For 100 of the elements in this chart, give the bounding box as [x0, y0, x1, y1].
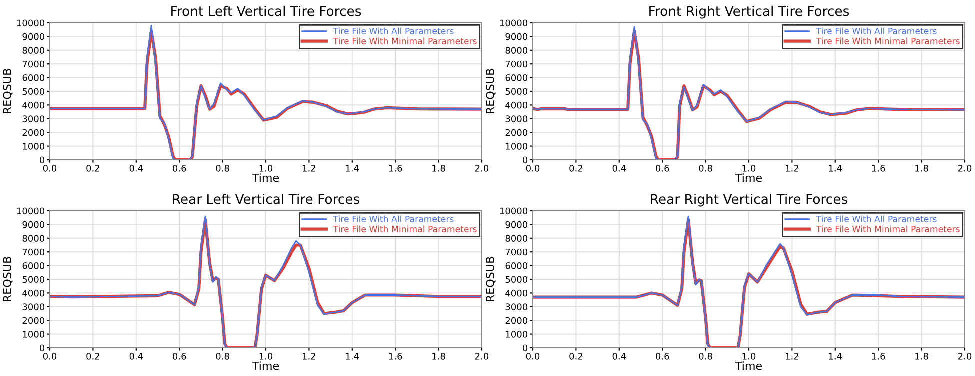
y-tick-label: 3000 [22, 116, 45, 122]
chart-title: Rear Right Vertical Tire Forces [651, 194, 848, 207]
y-tick-label: 0 [40, 344, 45, 352]
x-tick-label: 0.6 [173, 165, 186, 172]
legend-label: Tire File With All Parameters [816, 28, 937, 34]
x-axis-title: Time [735, 174, 762, 182]
x-tick-label: 1.2 [786, 353, 798, 360]
y-tick-label: 3000 [506, 304, 528, 310]
x-tick-label: 0.4 [130, 353, 144, 360]
y-tick-label: 3000 [506, 116, 528, 122]
y-tick-label: 9000 [506, 33, 528, 40]
x-tick-label: 2.0 [958, 353, 972, 360]
x-tick-label: 1.2 [303, 165, 316, 172]
x-tick-label: 0.4 [612, 165, 626, 172]
y-axis-title: REQSUB [3, 257, 13, 302]
x-tick-label: 1.0 [260, 165, 273, 172]
x-tick-label: 0.0 [43, 165, 57, 172]
y-tick-label: 9000 [22, 33, 45, 40]
x-tick-label: 0.8 [699, 353, 712, 360]
x-tick-label: 1.0 [742, 165, 756, 172]
y-tick-label: 4000 [506, 290, 528, 297]
x-tick-label: 1.6 [872, 353, 886, 360]
x-tick-label: 0.8 [699, 165, 712, 172]
y-tick-label: 0 [40, 156, 45, 164]
legend-label: Tire File With Minimal Parameters [333, 226, 477, 232]
y-tick-label: 5000 [506, 276, 528, 284]
y-tick-label: 5000 [22, 276, 45, 284]
chart-title: Front Left Vertical Tire Forces [172, 6, 362, 16]
x-tick-label: 1.0 [260, 353, 273, 360]
x-tick-label: 1.6 [389, 165, 402, 172]
x-tick-label: 1.4 [346, 353, 360, 360]
legend-label: Tire File With Minimal Parameters [816, 226, 960, 232]
y-tick-label: 4000 [22, 290, 45, 297]
y-tick-label: 8000 [22, 47, 45, 54]
x-tick-label: 1.2 [303, 353, 316, 360]
y-tick-label: 4000 [22, 102, 45, 109]
x-axis-title: Time [735, 362, 762, 370]
x-tick-label: 1.6 [872, 165, 886, 172]
y-tick-label: 1000 [506, 331, 528, 338]
y-tick-label: 6000 [22, 74, 45, 82]
x-tick-label: 0.8 [216, 165, 230, 172]
x-tick-label: 0.2 [86, 353, 100, 360]
x-tick-label: 1.8 [432, 165, 446, 172]
x-tick-label: 0.2 [570, 165, 582, 172]
legend-label: Tire File With All Parameters [333, 216, 454, 222]
chart-title: Front Right Vertical Tire Forces [650, 6, 850, 19]
x-tick-label: 0.0 [43, 353, 57, 360]
y-tick-label: 0 [522, 156, 528, 164]
y-tick-label: 1000 [23, 143, 45, 150]
x-tick-label: 1.4 [346, 165, 360, 172]
x-tick-label: 1.0 [742, 353, 756, 360]
x-tick-label: 2.0 [475, 353, 489, 360]
y-tick-label: 0 [522, 344, 528, 352]
y-tick-label: 1000 [23, 331, 45, 338]
y-tick-label: 6000 [22, 262, 45, 270]
y-tick-label: 9000 [22, 221, 45, 228]
legend-label: Tire File With All Parameters [816, 216, 937, 222]
x-tick-label: 2.0 [475, 165, 489, 172]
y-tick-label: 2000 [506, 129, 528, 136]
x-tick-label: 1.8 [916, 165, 928, 172]
y-axis-title: REQSUB [486, 69, 496, 114]
y-tick-label: 8000 [506, 235, 528, 242]
x-tick-label: 0.4 [612, 353, 626, 360]
x-tick-label: 0.6 [656, 165, 670, 172]
x-tick-label: 0.4 [130, 165, 144, 172]
y-tick-label: 10000 [500, 20, 528, 27]
y-tick-label: 7000 [22, 60, 45, 68]
x-tick-label: 1.6 [389, 353, 402, 360]
y-tick-label: 8000 [506, 47, 528, 54]
x-tick-label: 1.2 [786, 165, 798, 172]
x-tick-label: 0.2 [570, 353, 582, 360]
legend-label: Tire File With Minimal Parameters [816, 38, 960, 44]
chart-title: Rear Left Vertical Tire Forces [173, 194, 360, 204]
y-tick-label: 9000 [506, 221, 528, 228]
x-tick-label: 1.8 [432, 353, 446, 360]
y-tick-label: 7000 [22, 248, 45, 256]
y-tick-label: 4000 [506, 102, 528, 109]
x-tick-label: 1.4 [829, 165, 842, 172]
x-tick-label: 0.2 [86, 165, 100, 172]
y-tick-label: 7000 [506, 248, 528, 256]
y-tick-label: 2000 [22, 317, 45, 324]
y-tick-label: 10000 [17, 208, 45, 215]
y-tick-label: 5000 [506, 88, 528, 96]
y-tick-label: 2000 [506, 317, 528, 324]
y-axis-title: REQSUB [3, 69, 13, 114]
y-tick-label: 2000 [22, 129, 45, 136]
y-tick-label: 6000 [506, 262, 528, 270]
y-tick-label: 5000 [22, 88, 45, 96]
x-tick-label: 0.0 [526, 353, 540, 360]
y-tick-label: 1000 [506, 143, 528, 150]
x-axis-title: Time [252, 174, 279, 182]
x-tick-label: 2.0 [958, 165, 972, 172]
x-axis-title: Time [252, 362, 279, 370]
y-tick-label: 10000 [500, 208, 528, 215]
y-tick-label: 6000 [506, 74, 528, 82]
x-tick-label: 1.8 [916, 353, 928, 360]
legend-label: Tire File With All Parameters [333, 28, 454, 34]
y-tick-label: 8000 [22, 235, 45, 242]
x-tick-label: 0.0 [526, 165, 540, 172]
x-tick-label: 0.8 [216, 353, 230, 360]
